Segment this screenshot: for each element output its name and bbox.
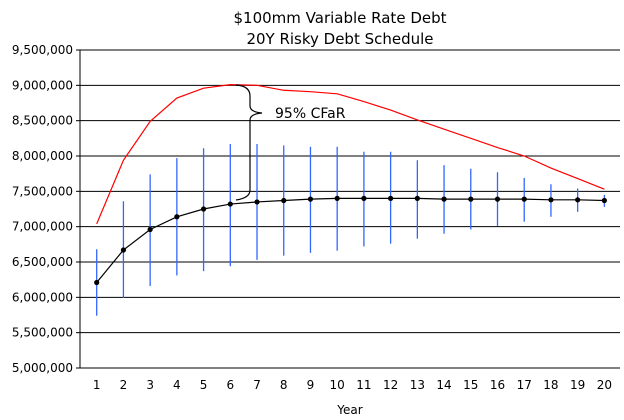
data-point — [307, 196, 314, 202]
x-tick-label: 19 — [570, 378, 585, 392]
x-tick-label: 14 — [436, 378, 451, 392]
y-tick-label: 6,500,000 — [12, 255, 73, 269]
y-axis-ticks: 5,000,000 5,500,000 6,000,000 6,500,000 7,00… — [12, 43, 80, 375]
x-tick-label: 16 — [490, 378, 505, 392]
x-tick-label: 13 — [410, 378, 425, 392]
data-point — [521, 196, 527, 202]
x-tick-label: 2 — [120, 378, 128, 392]
data-point — [468, 196, 474, 202]
y-tick-label: 8,000,000 — [12, 149, 73, 163]
y-tick-label: 9,000,000 — [12, 78, 73, 92]
y-tick-label: 8,500,000 — [12, 114, 73, 128]
x-tick-label: 18 — [543, 378, 558, 392]
chart-title-line-1: $100mm Variable Rate Debt — [233, 9, 446, 27]
x-tick-label: 10 — [330, 378, 345, 392]
x-tick-label: 11 — [356, 378, 371, 392]
data-point — [361, 195, 367, 201]
gridlines — [80, 49, 620, 369]
y-tick-label: 5,500,000 — [12, 326, 73, 340]
data-point — [334, 195, 340, 201]
data-point — [94, 279, 100, 286]
upper-cfar-series — [96, 84, 605, 225]
x-tick-label: 3 — [146, 378, 154, 392]
data-point — [200, 206, 207, 212]
x-tick-label: 12 — [383, 378, 398, 392]
cfar-annotation: 95% CFaR — [275, 106, 346, 122]
data-point — [441, 196, 447, 202]
x-tick-label: 4 — [173, 378, 181, 392]
data-point — [281, 197, 287, 204]
data-point — [120, 247, 127, 253]
y-tick-label: 9,500,000 — [12, 43, 73, 57]
x-tick-label: 9 — [307, 378, 315, 392]
data-point — [414, 195, 420, 201]
x-tick-label: 1 — [93, 378, 101, 392]
data-point — [254, 199, 260, 205]
x-tick-label: 6 — [226, 378, 234, 392]
y-tick-label: 7,000,000 — [12, 220, 73, 234]
range-bars — [96, 143, 606, 316]
data-point — [147, 226, 153, 233]
data-point — [601, 197, 607, 204]
upper-cfar-line — [96, 84, 605, 225]
data-point — [388, 195, 394, 201]
y-tick-label: 5,000,000 — [12, 361, 73, 375]
y-tick-label: 7,500,000 — [12, 184, 73, 198]
chart-title-line-2: 20Y Risky Debt Schedule — [246, 30, 433, 48]
x-tick-label: 15 — [463, 378, 478, 392]
cfar-brace — [235, 84, 263, 201]
data-point — [548, 197, 554, 203]
x-tick-label: 20 — [597, 378, 612, 392]
data-point — [494, 196, 501, 202]
x-axis-label: Year — [336, 403, 362, 417]
data-point — [227, 201, 233, 207]
expected-debt-series — [94, 195, 607, 286]
data-point — [575, 197, 581, 203]
x-tick-label: 8 — [280, 378, 288, 392]
y-tick-label: 6,000,000 — [12, 290, 73, 304]
x-axis-ticks: 1 2 3 4 5 6 7 8 9 10 11 12 13 14 15 16 17 18 19 20 — [93, 378, 612, 392]
x-tick-label: 7 — [253, 378, 261, 392]
data-point — [174, 214, 180, 220]
x-tick-label: 17 — [517, 378, 532, 392]
expected-debt-line — [96, 197, 605, 283]
x-tick-label: 5 — [200, 378, 208, 392]
